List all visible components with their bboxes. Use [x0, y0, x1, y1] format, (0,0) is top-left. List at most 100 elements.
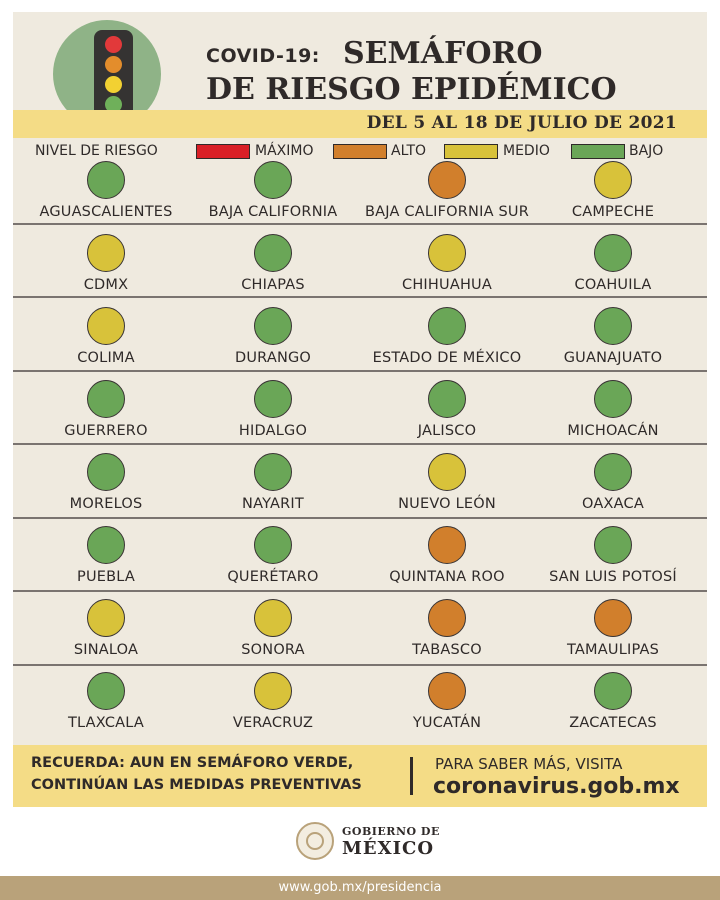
page-title-line2: DE RIESGO EPIDÉMICO	[206, 72, 617, 107]
state-risk-dot	[87, 380, 125, 418]
infographic-panel: COVID-19: SEMÁFORO DE RIESGO EPIDÉMICO D…	[13, 12, 707, 807]
green-lamp-icon	[105, 96, 122, 113]
divider	[13, 296, 707, 298]
bottom-bar: www.gob.mx/presidencia	[0, 876, 720, 900]
state-name: DURANGO	[234, 350, 312, 366]
state-name: ZACATECAS	[569, 715, 657, 731]
state-risk-dot	[594, 307, 632, 345]
state-risk-dot	[594, 380, 632, 418]
state-name: CDMX	[83, 277, 129, 293]
legend-swatch-medio	[444, 144, 498, 159]
legend-swatch-alto	[333, 144, 387, 159]
state-risk-dot	[594, 453, 632, 491]
state-name: NAYARIT	[242, 496, 304, 512]
state-name: CHIAPAS	[241, 277, 305, 293]
title-prefix: COVID-19:	[206, 45, 320, 67]
state-name: SONORA	[241, 642, 305, 658]
page-title-line1: SEMÁFORO	[343, 36, 543, 71]
state-name: TLAXCALA	[67, 715, 145, 731]
state-risk-dot	[87, 672, 125, 710]
footer-separator	[410, 757, 413, 795]
state-name: PUEBLA	[77, 569, 135, 585]
yellow-lamp-icon	[105, 76, 122, 93]
state-risk-dot	[254, 672, 292, 710]
state-name: HIDALGO	[238, 423, 308, 439]
reminder-text: AUN EN SEMÁFORO VERDE,	[129, 755, 354, 771]
state-name: YUCATÁN	[412, 715, 482, 731]
state-risk-dot	[254, 526, 292, 564]
state-risk-dot	[87, 307, 125, 345]
reminder-line1: RECUERDA: AUN EN SEMÁFORO VERDE,	[31, 755, 353, 771]
footer-band: RECUERDA: AUN EN SEMÁFORO VERDE, CONTINÚ…	[13, 745, 707, 807]
state-name: TAMAULIPAS	[567, 642, 659, 658]
state-name: AGUASCALIENTES	[39, 204, 173, 220]
state-risk-dot	[428, 234, 466, 272]
state-name: VERACRUZ	[232, 715, 314, 731]
state-risk-dot	[594, 599, 632, 637]
legend-label-alto: ALTO	[391, 143, 427, 159]
state-name: CAMPECHE	[571, 204, 655, 220]
state-name: MICHOACÁN	[567, 423, 659, 439]
state-name: COAHUILA	[574, 277, 652, 293]
legend-label-maximo: MÁXIMO	[255, 143, 314, 159]
state-name: JALISCO	[417, 423, 477, 439]
state-name: QUINTANA ROO	[389, 569, 505, 585]
state-risk-dot	[594, 161, 632, 199]
reminder-label: RECUERDA:	[31, 755, 125, 771]
red-lamp-icon	[105, 36, 122, 53]
divider	[13, 517, 707, 519]
state-name: SAN LUIS POTOSÍ	[549, 569, 677, 585]
divider	[13, 664, 707, 666]
state-risk-dot	[87, 234, 125, 272]
state-name: COLIMA	[77, 350, 135, 366]
state-risk-dot	[254, 599, 292, 637]
state-risk-dot	[87, 526, 125, 564]
website-link[interactable]: coronavirus.gob.mx	[433, 774, 680, 799]
legend-label-medio: MEDIO	[503, 143, 550, 159]
state-name: ESTADO DE MÉXICO	[372, 350, 522, 366]
divider	[13, 443, 707, 445]
state-risk-dot	[428, 599, 466, 637]
state-name: CHIHUAHUA	[402, 277, 492, 293]
state-risk-dot	[594, 234, 632, 272]
state-risk-dot	[594, 672, 632, 710]
state-name: BAJA CALIFORNIA SUR	[365, 204, 529, 220]
state-risk-dot	[428, 453, 466, 491]
orange-lamp-icon	[105, 56, 122, 73]
state-risk-dot	[428, 307, 466, 345]
coat-of-arms-icon	[296, 822, 334, 860]
state-risk-dot	[428, 380, 466, 418]
state-risk-dot	[254, 234, 292, 272]
legend-swatch-bajo	[571, 144, 625, 159]
state-risk-dot	[254, 453, 292, 491]
state-risk-dot	[87, 161, 125, 199]
state-name: BAJA CALIFORNIA	[208, 204, 338, 220]
date-range: DEL 5 AL 18 DE JULIO DE 2021	[366, 113, 677, 133]
divider	[13, 370, 707, 372]
state-name: QUERÉTARO	[227, 569, 319, 585]
state-name: GUERRERO	[64, 423, 148, 439]
state-name: NUEVO LEÓN	[398, 496, 496, 512]
divider	[13, 590, 707, 592]
state-risk-dot	[87, 599, 125, 637]
state-risk-dot	[254, 307, 292, 345]
government-line1: GOBIERNO DE	[342, 825, 440, 838]
state-risk-dot	[428, 526, 466, 564]
seal-emblem	[306, 832, 324, 850]
state-risk-dot	[428, 161, 466, 199]
legend-title: NIVEL DE RIESGO	[35, 143, 158, 159]
state-name: OAXACA	[582, 496, 644, 512]
state-risk-dot	[428, 672, 466, 710]
state-risk-dot	[87, 453, 125, 491]
state-risk-dot	[254, 380, 292, 418]
state-name: SINALOA	[73, 642, 139, 658]
state-risk-dot	[254, 161, 292, 199]
presidencia-url[interactable]: www.gob.mx/presidencia	[278, 880, 442, 895]
state-name: MORELOS	[69, 496, 143, 512]
divider	[13, 223, 707, 225]
state-name: GUANAJUATO	[563, 350, 663, 366]
reminder-line2: CONTINÚAN LAS MEDIDAS PREVENTIVAS	[31, 777, 362, 793]
legend-label-bajo: BAJO	[629, 143, 664, 159]
state-risk-dot	[594, 526, 632, 564]
legend-swatch-maximo	[196, 144, 250, 159]
